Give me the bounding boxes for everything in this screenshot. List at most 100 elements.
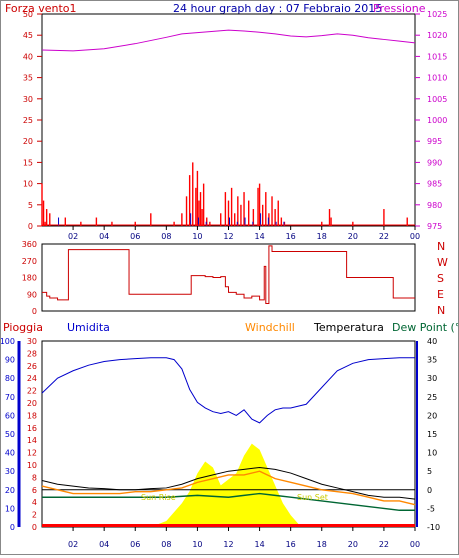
rain-y-tick: 26 xyxy=(27,362,37,371)
temp-x-tick: 18 xyxy=(317,540,327,549)
humidity-y-tick: 50 xyxy=(5,430,15,439)
temp-x-tick: 22 xyxy=(379,540,389,549)
humidity-line xyxy=(41,357,415,424)
temperature-y-tick: -5 xyxy=(427,504,435,513)
pressure-y-tick: 975 xyxy=(427,222,442,231)
temp-x-tick: 02 xyxy=(68,540,78,549)
rain-bar xyxy=(42,524,415,527)
wind-x-tick: 22 xyxy=(379,232,389,241)
pressure-y-tick: 1025 xyxy=(427,10,447,19)
wind-y-tick: 25 xyxy=(23,116,33,125)
rain-y-tick: 30 xyxy=(27,337,37,346)
temp-x-tick: 20 xyxy=(348,540,358,549)
temp-x-tick: 00 xyxy=(410,540,420,549)
temperature-y-tick: 25 xyxy=(427,393,437,402)
rain-y-tick: 4 xyxy=(32,498,37,507)
dewpoint-line xyxy=(42,492,415,511)
windchill-legend: Windchill xyxy=(245,321,295,334)
pressure-y-tick: 1005 xyxy=(427,95,447,104)
wind-x-tick: 10 xyxy=(192,232,202,241)
wind-direction-line xyxy=(42,245,415,305)
direction-compass-label: W xyxy=(437,256,448,269)
humidity-y-tick: 90 xyxy=(5,356,15,365)
humidity-y-tick: 100 xyxy=(1,337,15,346)
temperature-y-tick: 20 xyxy=(427,411,437,420)
temp-x-tick: 10 xyxy=(192,540,202,549)
direction-compass-label: N xyxy=(437,240,445,253)
rain-y-tick: 28 xyxy=(27,349,37,358)
temperature-y-tick: 15 xyxy=(427,430,437,439)
pressure-y-tick: 1000 xyxy=(427,116,447,125)
grid-layer xyxy=(17,13,420,531)
rain-y-tick: 10 xyxy=(27,461,37,470)
humidity-y-tick: 10 xyxy=(5,504,15,513)
rain-y-tick: 12 xyxy=(27,449,37,458)
pressure-y-tick: 980 xyxy=(427,201,442,210)
wind-y-tick: 30 xyxy=(23,95,33,104)
temperature-y-tick: -10 xyxy=(427,523,440,532)
wind-x-tick: 14 xyxy=(254,232,264,241)
humidity-y-tick: 30 xyxy=(5,467,15,476)
pressure-axis-title: Pressione xyxy=(373,2,426,15)
dewpoint-legend: Dew Point (°C xyxy=(392,321,458,334)
wind-x-tick: 16 xyxy=(286,232,296,241)
temp-x-tick: 16 xyxy=(286,540,296,549)
direction-compass-label: E xyxy=(437,288,444,301)
direction-compass-label: S xyxy=(437,272,444,285)
wind-y-tick: 0 xyxy=(28,222,33,231)
direction-plot-frame xyxy=(41,243,416,312)
solar-radiation-fill xyxy=(150,443,307,527)
wind-x-tick: 06 xyxy=(130,232,140,241)
wind-y-tick: 20 xyxy=(23,137,33,146)
wind-x-tick: 20 xyxy=(348,232,358,241)
rain-y-tick: 24 xyxy=(27,374,37,383)
humidity-axis-title: Umidita xyxy=(67,321,110,334)
rain-y-tick: 0 xyxy=(32,523,37,532)
temperature-line xyxy=(41,466,416,500)
humidity-y-tick: 0 xyxy=(10,523,15,532)
temperature-y-tick: 5 xyxy=(427,467,432,476)
wind-y-tick: 15 xyxy=(23,158,33,167)
rain-y-tick: 18 xyxy=(27,411,37,420)
humidity-y-tick: 70 xyxy=(5,393,15,402)
pressure-y-tick: 1020 xyxy=(427,31,447,40)
direction-compass-label: N xyxy=(437,304,445,317)
direction-y-tick: 180 xyxy=(22,274,37,283)
wind-y-tick: 50 xyxy=(23,10,33,19)
rain-y-tick: 8 xyxy=(32,473,37,482)
temperature-legend: Temperatura xyxy=(313,321,384,334)
rain-y-tick: 20 xyxy=(27,399,37,408)
wind-x-tick: 02 xyxy=(68,232,78,241)
wind-y-tick: 10 xyxy=(23,180,33,189)
pressure-y-tick: 995 xyxy=(427,137,442,146)
wind-y-tick: 45 xyxy=(23,31,33,40)
wind-axis-title: Forza vento1 xyxy=(5,2,77,15)
wind-x-tick: 04 xyxy=(99,232,109,241)
data-marks xyxy=(41,29,416,527)
graph-title: 24 hour graph day : 07 Febbraio 2015 xyxy=(173,2,382,15)
temperature-y-tick: 30 xyxy=(427,374,437,383)
tick-labels: 0510152025303540455097598098599099510001… xyxy=(0,10,448,549)
wind-x-tick: 12 xyxy=(223,232,233,241)
wind-plot-frame xyxy=(41,13,416,227)
solar-radiation-area xyxy=(150,443,307,527)
sun-set-annotation: Sun Set xyxy=(297,493,328,502)
humidity-y-tick: 40 xyxy=(5,449,15,458)
temp-x-tick: 12 xyxy=(223,540,233,549)
rain-y-tick: 6 xyxy=(32,486,37,495)
wind-x-tick: 08 xyxy=(161,232,171,241)
direction-y-tick: 0 xyxy=(32,307,37,316)
wind-y-tick: 5 xyxy=(28,201,33,210)
sun-rise-annotation: Sun Rise xyxy=(141,493,176,502)
wind-x-tick: 18 xyxy=(317,232,327,241)
temperature-y-tick: 0 xyxy=(427,486,432,495)
direction-y-tick: 360 xyxy=(22,240,37,249)
direction-y-tick: 270 xyxy=(22,257,37,266)
windchill-line xyxy=(41,470,416,506)
pressure-line xyxy=(41,29,416,52)
rain-y-tick: 14 xyxy=(27,436,37,445)
direction-y-tick: 90 xyxy=(27,290,37,299)
rain-axis-title: Pioggia xyxy=(3,321,43,334)
temp-x-tick: 14 xyxy=(254,540,264,549)
